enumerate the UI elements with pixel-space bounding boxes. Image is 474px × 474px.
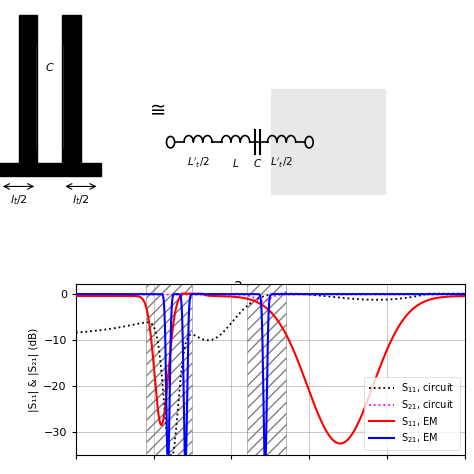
S$_{11}$, circuit bbox=[73, 330, 79, 336]
S$_{21}$, circuit bbox=[252, 295, 257, 301]
S$_{21}$, EM bbox=[73, 291, 79, 297]
S$_{11}$, circuit bbox=[462, 291, 467, 296]
S$_{11}$, EM bbox=[337, 441, 343, 447]
S$_{11}$, EM bbox=[379, 358, 385, 364]
S$_{11}$, EM bbox=[93, 293, 99, 299]
S$_{21}$, EM bbox=[379, 291, 385, 297]
Text: $l_t/2$: $l_t/2$ bbox=[9, 193, 27, 207]
Text: $\cong$: $\cong$ bbox=[146, 101, 166, 120]
S$_{11}$, EM bbox=[73, 293, 79, 299]
Text: $L'_t/2$: $L'_t/2$ bbox=[187, 156, 210, 170]
Line: S$_{11}$, EM: S$_{11}$, EM bbox=[76, 293, 465, 444]
Bar bbox=[271, 89, 386, 195]
Bar bbox=[146, 284, 192, 455]
S$_{11}$, circuit bbox=[252, 297, 257, 303]
S$_{11}$, circuit bbox=[262, 293, 268, 299]
S$_{21}$, circuit bbox=[260, 299, 265, 304]
S$_{11}$, circuit bbox=[279, 291, 284, 296]
Line: S$_{11}$, circuit: S$_{11}$, circuit bbox=[76, 293, 465, 455]
S$_{11}$, EM bbox=[252, 298, 257, 304]
S$_{21}$, EM bbox=[252, 291, 257, 297]
Legend: S$_{11}$, circuit, S$_{21}$, circuit, S$_{11}$, EM, S$_{21}$, EM: S$_{11}$, circuit, S$_{21}$, circuit, S$… bbox=[365, 376, 460, 450]
Text: $L$: $L$ bbox=[232, 156, 239, 169]
S$_{21}$, circuit bbox=[93, 292, 99, 297]
Bar bbox=[37, 45, 63, 148]
S$_{21}$, circuit bbox=[451, 292, 456, 297]
Bar bbox=[63, 15, 81, 163]
S$_{11}$, EM bbox=[451, 293, 456, 299]
S$_{21}$, EM bbox=[93, 291, 99, 297]
Bar bbox=[18, 15, 37, 163]
S$_{21}$, circuit bbox=[73, 292, 79, 297]
S$_{11}$, circuit bbox=[451, 291, 456, 296]
Text: $L'_t/2$: $L'_t/2$ bbox=[270, 156, 293, 170]
Text: $C$: $C$ bbox=[253, 156, 262, 169]
S$_{11}$, circuit bbox=[451, 291, 456, 296]
S$_{11}$, EM bbox=[179, 291, 184, 296]
S$_{11}$, EM bbox=[451, 293, 456, 299]
S$_{11}$, circuit bbox=[93, 328, 99, 334]
Bar bbox=[0, 163, 101, 176]
S$_{11}$, circuit bbox=[166, 452, 172, 458]
S$_{21}$, circuit bbox=[262, 298, 268, 304]
Text: a: a bbox=[232, 278, 242, 293]
S$_{11}$, EM bbox=[462, 293, 467, 299]
S$_{21}$, EM bbox=[450, 291, 456, 297]
S$_{21}$, circuit bbox=[462, 292, 467, 297]
S$_{21}$, circuit bbox=[379, 292, 385, 297]
S$_{21}$, EM bbox=[164, 452, 170, 458]
S$_{21}$, EM bbox=[462, 291, 467, 297]
Line: S$_{21}$, EM: S$_{21}$, EM bbox=[76, 294, 465, 455]
Text: C: C bbox=[46, 64, 54, 73]
Text: $l_t/2$: $l_t/2$ bbox=[72, 193, 90, 207]
S$_{21}$, circuit bbox=[450, 292, 456, 297]
Line: S$_{21}$, circuit: S$_{21}$, circuit bbox=[76, 294, 465, 301]
Bar bbox=[247, 284, 286, 455]
S$_{21}$, EM bbox=[262, 452, 268, 458]
S$_{21}$, EM bbox=[451, 291, 456, 297]
Y-axis label: |S₁₁| & |S₂₁| (dB): |S₁₁| & |S₂₁| (dB) bbox=[28, 328, 39, 412]
S$_{11}$, EM bbox=[262, 304, 268, 310]
S$_{11}$, circuit bbox=[379, 297, 385, 302]
